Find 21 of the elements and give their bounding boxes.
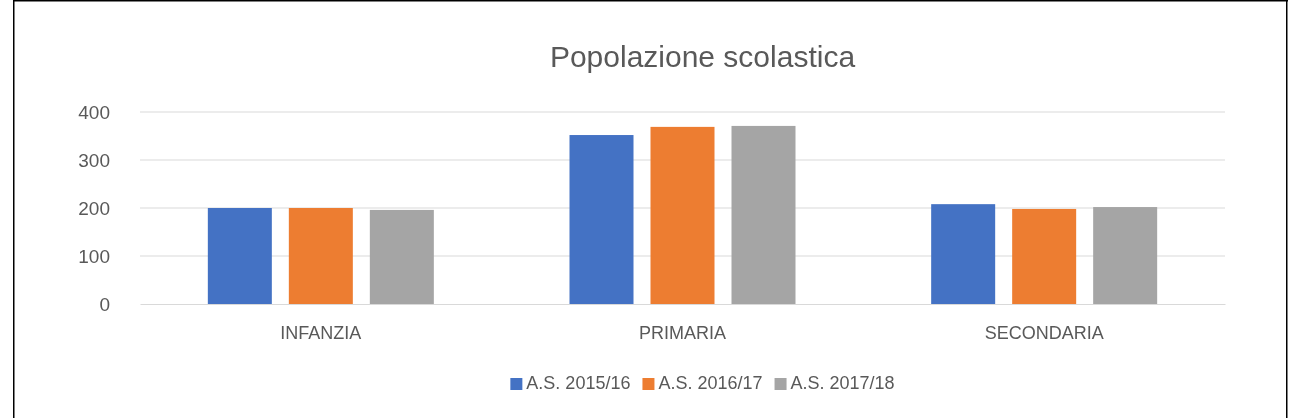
bar: [650, 126, 715, 304]
bar: [569, 135, 634, 304]
bar: [1093, 207, 1158, 304]
bar: [931, 204, 996, 304]
legend-label: A.S. 2017/18: [790, 373, 895, 393]
bar: [731, 125, 796, 304]
x-tick-label: INFANZIA: [280, 322, 362, 343]
y-tick-label: 300: [78, 149, 110, 171]
y-tick-label: 0: [99, 293, 110, 315]
legend-label: A.S. 2015/16: [526, 373, 631, 393]
y-tick-label: 400: [78, 101, 110, 123]
x-tick-label: SECONDARIA: [984, 322, 1104, 343]
bar: [1012, 208, 1077, 304]
bar: [369, 209, 434, 304]
chart-title: Popolazione scolastica: [549, 40, 856, 73]
x-tick-label: PRIMARIA: [638, 322, 727, 343]
legend-label: A.S. 2016/17: [658, 373, 763, 393]
bar: [207, 208, 272, 304]
y-tick-label: 100: [78, 245, 110, 267]
bar: [288, 208, 353, 304]
y-tick-label: 200: [78, 197, 110, 219]
